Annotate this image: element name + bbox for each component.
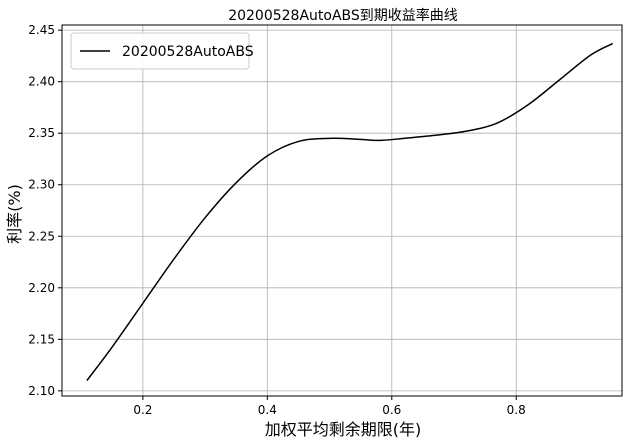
x-tick-label: 0.4 bbox=[258, 403, 277, 417]
y-tick-label: 2.35 bbox=[28, 126, 55, 140]
series-line bbox=[86, 42, 614, 381]
x-axis-label: 加权平均剩余期限(年) bbox=[265, 420, 422, 439]
legend: 20200528AutoABS bbox=[70, 32, 254, 70]
series-layer bbox=[86, 42, 614, 381]
x-tick-label: 0.6 bbox=[382, 403, 401, 417]
x-tick-label: 0.2 bbox=[133, 403, 152, 417]
y-tick-label: 2.30 bbox=[28, 178, 55, 192]
x-axis-ticks: 0.2 0.4 0.6 0.8 bbox=[133, 396, 526, 417]
y-tick-label: 2.45 bbox=[28, 23, 55, 37]
x-tick-label: 0.8 bbox=[507, 403, 526, 417]
y-tick-label: 2.20 bbox=[28, 281, 55, 295]
y-axis-ticks: 2.10 2.15 2.20 2.25 2.30 2.35 2.40 2.45 bbox=[28, 23, 62, 398]
grid-lines bbox=[62, 25, 622, 396]
y-tick-label: 2.15 bbox=[28, 332, 55, 346]
y-tick-label: 2.25 bbox=[28, 229, 55, 243]
legend-entry-label: 20200528AutoABS bbox=[122, 44, 254, 60]
y-tick-label: 2.10 bbox=[28, 384, 55, 398]
axes-frame bbox=[61, 24, 623, 397]
chart-title: 20200528AutoABS到期收益率曲线 bbox=[228, 7, 458, 24]
y-tick-label: 2.40 bbox=[28, 75, 55, 89]
legend-box bbox=[70, 32, 250, 70]
y-axis-label: 利率(%) bbox=[5, 184, 24, 244]
